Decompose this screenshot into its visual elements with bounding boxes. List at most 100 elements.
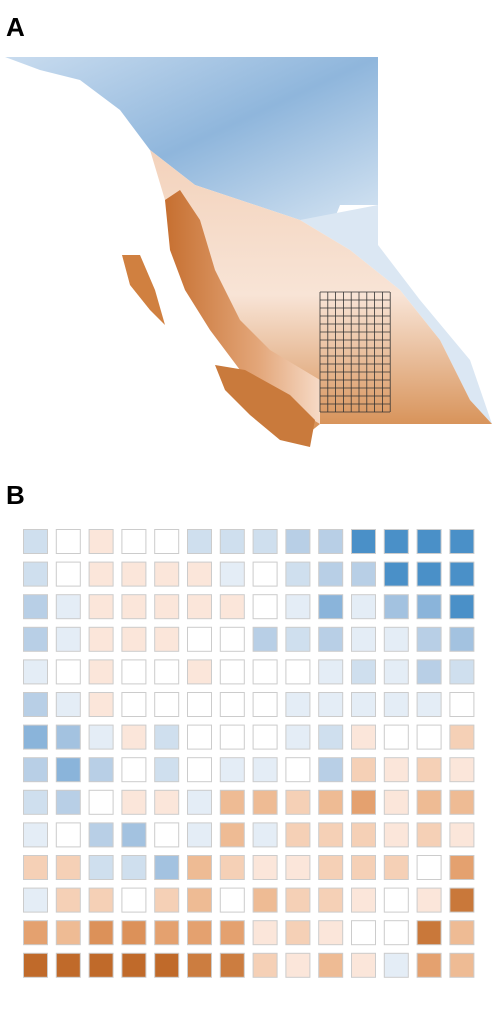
- cell: [351, 561, 376, 587]
- cell: [23, 561, 48, 587]
- map-island: [215, 365, 315, 447]
- cell: [219, 920, 245, 946]
- cell: [252, 594, 278, 620]
- cell: [252, 724, 278, 750]
- cell: [121, 920, 147, 946]
- cell: [23, 789, 48, 815]
- cell: [121, 855, 147, 880]
- cell: [121, 561, 147, 587]
- cell: [351, 920, 376, 946]
- cell: [252, 529, 278, 554]
- cell: [121, 822, 147, 848]
- cell: [285, 757, 311, 783]
- cell: [318, 855, 344, 880]
- cell: [23, 952, 48, 978]
- cell: [318, 724, 344, 750]
- cell: [88, 659, 114, 685]
- cell: [351, 529, 376, 554]
- cell: [55, 626, 81, 652]
- cell: [416, 822, 442, 848]
- map-north-east: [300, 205, 492, 424]
- cell: [55, 692, 81, 717]
- cell: [187, 952, 212, 978]
- cell: [88, 920, 114, 946]
- cell: [187, 757, 212, 783]
- cell: [55, 920, 81, 946]
- cell: [449, 920, 475, 946]
- cell: [285, 561, 311, 587]
- cell: [219, 626, 245, 652]
- cell: [154, 855, 180, 880]
- cell: [383, 561, 409, 587]
- cell: [23, 692, 48, 717]
- cell: [23, 594, 48, 620]
- cell: [416, 952, 442, 978]
- cell: [55, 855, 81, 880]
- cell: [219, 692, 245, 717]
- cell: [187, 789, 212, 815]
- cell: [154, 757, 180, 783]
- cell: [252, 561, 278, 587]
- cell: [318, 692, 344, 717]
- cell: [383, 626, 409, 652]
- cell: [88, 561, 114, 587]
- cell: [88, 724, 114, 750]
- cell: [88, 887, 114, 913]
- cell: [187, 561, 212, 587]
- cell: [351, 789, 376, 815]
- cell: [121, 887, 147, 913]
- cell: [252, 757, 278, 783]
- cell: [23, 887, 48, 913]
- cell: [88, 855, 114, 880]
- cell: [23, 822, 48, 848]
- cell: [154, 659, 180, 685]
- cell: [252, 952, 278, 978]
- cell: [318, 659, 344, 685]
- cell: [449, 757, 475, 783]
- cell: [383, 529, 409, 554]
- cell: [219, 952, 245, 978]
- cell: [121, 757, 147, 783]
- cell: [219, 822, 245, 848]
- cell: [154, 952, 180, 978]
- cell: [23, 659, 48, 685]
- cell: [88, 529, 114, 554]
- cell: [55, 561, 81, 587]
- cell: [252, 659, 278, 685]
- cell: [88, 822, 114, 848]
- cell: [252, 887, 278, 913]
- cell: [154, 626, 180, 652]
- cell: [416, 855, 442, 880]
- cell: [55, 659, 81, 685]
- cell: [318, 887, 344, 913]
- cell: [187, 594, 212, 620]
- cell: [121, 789, 147, 815]
- map-coast: [165, 190, 320, 424]
- cell: [88, 692, 114, 717]
- cell: [219, 659, 245, 685]
- cell: [285, 822, 311, 848]
- cell: [219, 529, 245, 554]
- cell: [252, 692, 278, 717]
- cell: [219, 757, 245, 783]
- cell: [318, 626, 344, 652]
- cell: [55, 887, 81, 913]
- cell: [383, 789, 409, 815]
- cell: [351, 626, 376, 652]
- cell: [449, 626, 475, 652]
- cell: [449, 659, 475, 685]
- map-island: [122, 255, 165, 325]
- cell: [23, 626, 48, 652]
- cell: [154, 789, 180, 815]
- cell: [252, 626, 278, 652]
- cell: [416, 757, 442, 783]
- cell: [416, 594, 442, 620]
- cell: [88, 789, 114, 815]
- cell: [219, 561, 245, 587]
- cell: [121, 594, 147, 620]
- cell: [416, 724, 442, 750]
- cell: [416, 692, 442, 717]
- cell: [383, 659, 409, 685]
- cell: [383, 822, 409, 848]
